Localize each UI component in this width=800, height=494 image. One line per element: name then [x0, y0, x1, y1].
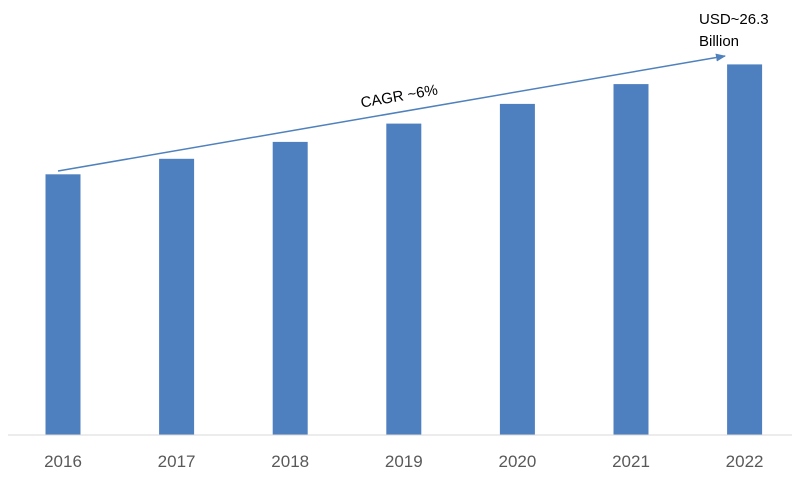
bar-2016 — [45, 174, 81, 436]
cagr-trend-arrow — [57, 53, 726, 172]
bar-2021 — [613, 84, 649, 435]
x-tick-label-2019: 2019 — [385, 452, 423, 471]
x-tick-label-2022: 2022 — [726, 452, 764, 471]
bar-2018 — [272, 141, 308, 435]
bars-group — [45, 64, 763, 436]
x-tick-label-2018: 2018 — [271, 452, 309, 471]
bar-2022 — [727, 64, 763, 436]
bar-2020 — [499, 103, 535, 436]
x-tick-label-2017: 2017 — [158, 452, 196, 471]
final-value-label-line2: Billion — [699, 33, 739, 50]
x-tick-label-2016: 2016 — [44, 452, 82, 471]
final-value-label-line1: USD~26.3 — [699, 11, 769, 28]
x-tick-labels: 2016 2017 2018 2019 2020 2021 2022 — [44, 452, 763, 471]
bar-2017 — [159, 158, 195, 436]
bar-2019 — [386, 123, 422, 435]
x-tick-label-2021: 2021 — [612, 452, 650, 471]
x-tick-label-2020: 2020 — [498, 452, 536, 471]
